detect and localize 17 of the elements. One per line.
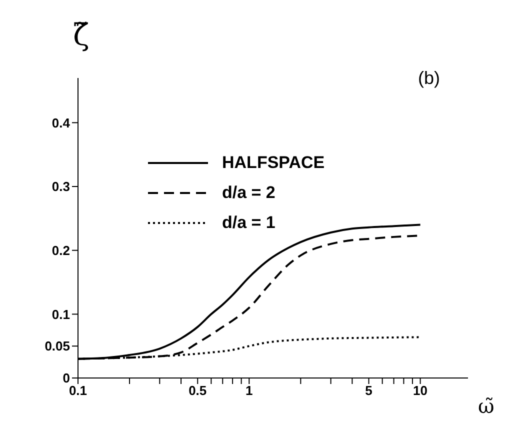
y-tick-label: 0.3 (52, 179, 70, 194)
y-tick-label: 0 (62, 370, 70, 386)
y-axis-title: ζ̃ (73, 18, 90, 53)
legend-label: d/a = 1 (222, 213, 276, 233)
y-tick-label: 0.1 (52, 306, 70, 322)
annotation: (b) (418, 68, 440, 89)
legend-label: d/a = 2 (222, 183, 276, 203)
x-axis-title: ω̃ (478, 394, 494, 418)
y-tick-label: 0.2 (52, 242, 70, 258)
x-tick-label: 1 (246, 383, 253, 398)
x-tick-label: 0.1 (68, 383, 88, 398)
x-tick-label: 0.5 (188, 383, 207, 398)
y-tick-label: 0.05 (44, 338, 70, 354)
legend-label: HALFSPACE (222, 153, 325, 173)
x-tick-label: 10 (413, 383, 428, 398)
y-tick-label: 0.4 (52, 115, 71, 130)
x-tick-label: 5 (365, 383, 372, 398)
